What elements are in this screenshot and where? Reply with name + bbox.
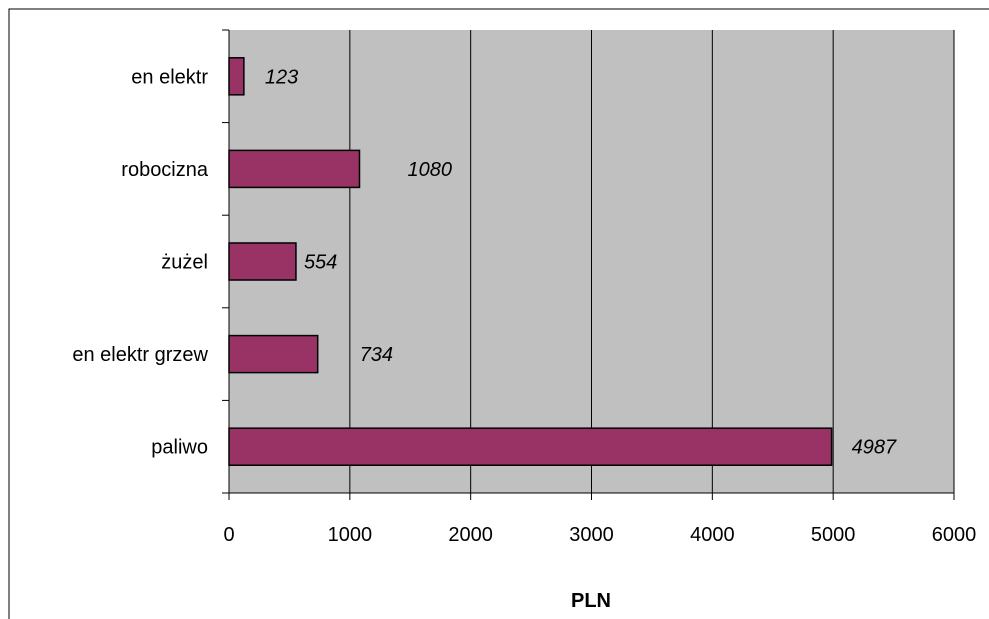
y-category-label: paliwo <box>151 437 208 459</box>
x-tick-label: 1000 <box>328 524 373 546</box>
bars <box>228 57 833 466</box>
bar <box>228 427 833 466</box>
data-label: 554 <box>304 252 337 274</box>
x-axis-title: PLN <box>571 590 611 612</box>
y-axis: en elektr robocizna żużel en elektr grzew pa… <box>72 29 230 494</box>
bar <box>228 242 297 281</box>
x-tick-label: 3000 <box>569 524 614 546</box>
x-tick-label: 5000 <box>811 524 856 546</box>
data-label: 4987 <box>852 437 897 459</box>
x-tick-label: 0 <box>223 524 234 546</box>
y-category-label: żużel <box>161 252 208 274</box>
data-labels: 123 1080 554 734 4987 <box>265 66 897 458</box>
y-category-label: en elektr grzew <box>72 344 208 366</box>
bar <box>228 334 319 374</box>
x-tick-label: 4000 <box>690 524 735 546</box>
y-category-label: en elektr <box>131 66 208 88</box>
x-tick-label: 6000 <box>932 524 977 546</box>
x-axis: 0 1000 2000 3000 4000 5000 6000 <box>223 492 977 546</box>
data-label: 734 <box>360 344 393 366</box>
bar <box>228 149 361 189</box>
data-label: 123 <box>265 66 298 88</box>
data-label: 1080 <box>408 159 453 181</box>
y-category-label: robocizna <box>121 159 209 181</box>
x-tick-label: 2000 <box>448 524 493 546</box>
gridlines <box>349 30 955 493</box>
bar <box>228 57 245 96</box>
